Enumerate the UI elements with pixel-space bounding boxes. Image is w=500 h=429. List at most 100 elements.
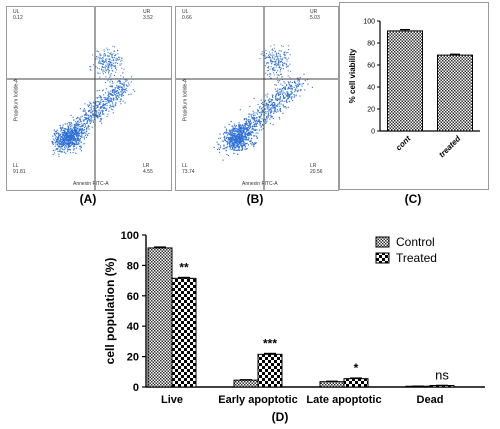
scatter-point (102, 57, 104, 59)
scatter-point (287, 98, 289, 100)
scatter-point (113, 50, 115, 52)
scatter-point (284, 97, 286, 99)
scatter-point (250, 131, 252, 133)
scatter-point (278, 61, 280, 63)
scatter-point (111, 105, 113, 107)
scatter-point (99, 102, 101, 104)
scatter-point (270, 61, 271, 63)
scatter-point (69, 144, 71, 146)
scatter-point (247, 124, 249, 126)
scatter-point (61, 145, 63, 147)
scatter-point (97, 105, 99, 107)
scatter-point (56, 141, 58, 143)
ur-label-b: UR 5.03 (310, 9, 320, 21)
scatter-point (97, 56, 99, 58)
scatter-point (121, 67, 123, 69)
scatter-point (261, 109, 263, 111)
scatter-point (251, 128, 253, 130)
scatter-point (93, 114, 95, 116)
scatter-point (115, 96, 117, 98)
scatter-point (108, 55, 110, 57)
scatter-point (119, 58, 121, 60)
scatter-point (103, 73, 104, 75)
scatter-point (122, 91, 124, 93)
scatter-point (104, 66, 106, 68)
scatter-point (243, 128, 245, 130)
scatter-point (242, 127, 244, 129)
scatter-point (270, 66, 272, 68)
scatter-point (268, 105, 270, 107)
scatter-point (273, 67, 275, 69)
scatter-point (89, 102, 91, 104)
scatter-point (51, 141, 53, 143)
scatter-point (275, 94, 277, 96)
scatter-point (231, 129, 233, 131)
scatter-point (104, 61, 106, 63)
scatter-point (104, 104, 106, 106)
scatter-point (233, 145, 235, 148)
scatter-point (80, 133, 83, 135)
scatter-point (121, 86, 123, 88)
scatter-point (84, 124, 86, 126)
scatter-point (114, 88, 116, 90)
scatter-point (119, 63, 121, 65)
scatter-point (268, 101, 270, 103)
scatter-point (270, 114, 272, 116)
scatter-point (262, 128, 264, 130)
scatter-point (120, 75, 122, 77)
scatter-point (258, 116, 260, 118)
scatter-point (96, 110, 98, 112)
scatter-point (288, 45, 290, 47)
scatter-point (273, 101, 275, 103)
scatter-point (241, 149, 243, 151)
scatter-point (229, 137, 231, 139)
scatter-point (114, 65, 116, 67)
scatter-point (95, 107, 97, 109)
scatter-point (230, 129, 232, 131)
scatter-point (280, 110, 282, 112)
scatter-point (100, 120, 102, 122)
scatter-point (277, 62, 279, 64)
scatter-point (296, 90, 298, 92)
scatter-point (255, 123, 257, 125)
scatter-point (257, 132, 259, 134)
scatter-point (284, 87, 286, 89)
scatter-point (262, 120, 264, 122)
scatter-point (108, 64, 110, 66)
scatter-point (244, 125, 246, 127)
scatter-point (281, 67, 283, 69)
scatter-point (101, 63, 103, 65)
scatter-point (55, 142, 57, 144)
ylabel-b: Propidium Iodide-A (182, 78, 189, 122)
scatter-point (267, 74, 268, 76)
scatter-point (105, 109, 107, 111)
scatter-point (276, 99, 278, 101)
scatter-point (62, 136, 64, 138)
scatter-point (83, 120, 85, 122)
scatter-point (283, 87, 285, 89)
scatter-point (79, 139, 81, 141)
scatter-point (134, 90, 136, 92)
scatter-point (76, 129, 78, 131)
scatter-point (102, 110, 104, 112)
scatter-point (267, 115, 269, 117)
scatter-point (268, 70, 270, 71)
scatter-point (251, 142, 254, 144)
scatter-point (270, 77, 272, 79)
scatter-point (65, 144, 67, 146)
scatter-point (125, 87, 127, 89)
scatter-point (105, 64, 107, 66)
scatter-point (67, 130, 69, 132)
scatter-point (88, 115, 90, 117)
scatter-point (279, 91, 281, 93)
scatter-point (248, 137, 250, 139)
scatter-point (63, 149, 65, 151)
ylabel-a: Propidium Iodide-A (13, 78, 20, 122)
scatter-point (256, 129, 258, 131)
scatter-point (85, 132, 87, 134)
scatter-point (267, 111, 269, 113)
scatter-point (98, 109, 100, 111)
scatter-point (89, 69, 91, 71)
scatter-point (98, 89, 100, 91)
scatter-point (281, 99, 283, 101)
